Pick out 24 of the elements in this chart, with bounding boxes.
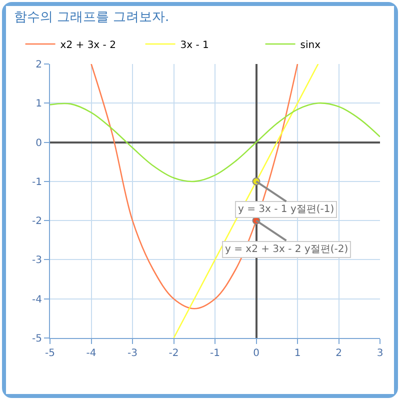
x-tick-label: 0 xyxy=(253,348,260,359)
y-tick-label: 2 xyxy=(36,60,42,70)
line-series xyxy=(50,102,380,182)
legend-label: x2 + 3x - 2 xyxy=(60,40,116,51)
x-tick-label: -1 xyxy=(210,348,220,359)
y-tick-label: -1 xyxy=(32,176,42,188)
y-tick-label: -5 xyxy=(32,334,42,344)
y-tick-label: -3 xyxy=(32,255,42,266)
x-tick-label: -3 xyxy=(128,348,138,359)
chart-title: 함수의 그래프를 그려보자. xyxy=(14,10,170,25)
legend-label: sinx xyxy=(300,40,321,51)
y-tick-label: -2 xyxy=(32,216,42,228)
x-tick-label: -4 xyxy=(86,348,96,359)
x-tick-label: 1 xyxy=(294,348,301,359)
y-tick-label: -4 xyxy=(32,294,42,306)
x-tick-label: 3 xyxy=(376,348,384,359)
x-tick-label: -5 xyxy=(45,348,55,359)
y-tick-label: 1 xyxy=(36,98,42,110)
legend-label: 3x - 1 xyxy=(180,40,209,51)
annotation: y = 3x - 1 y절편(-1) xyxy=(238,204,334,215)
x-tick-label: -2 xyxy=(168,348,179,359)
y-tick-label: 0 xyxy=(36,138,42,149)
x-tick-label: 2 xyxy=(336,348,342,359)
annotation: y = x2 + 3x - 2 y절편(-2) xyxy=(225,244,348,255)
